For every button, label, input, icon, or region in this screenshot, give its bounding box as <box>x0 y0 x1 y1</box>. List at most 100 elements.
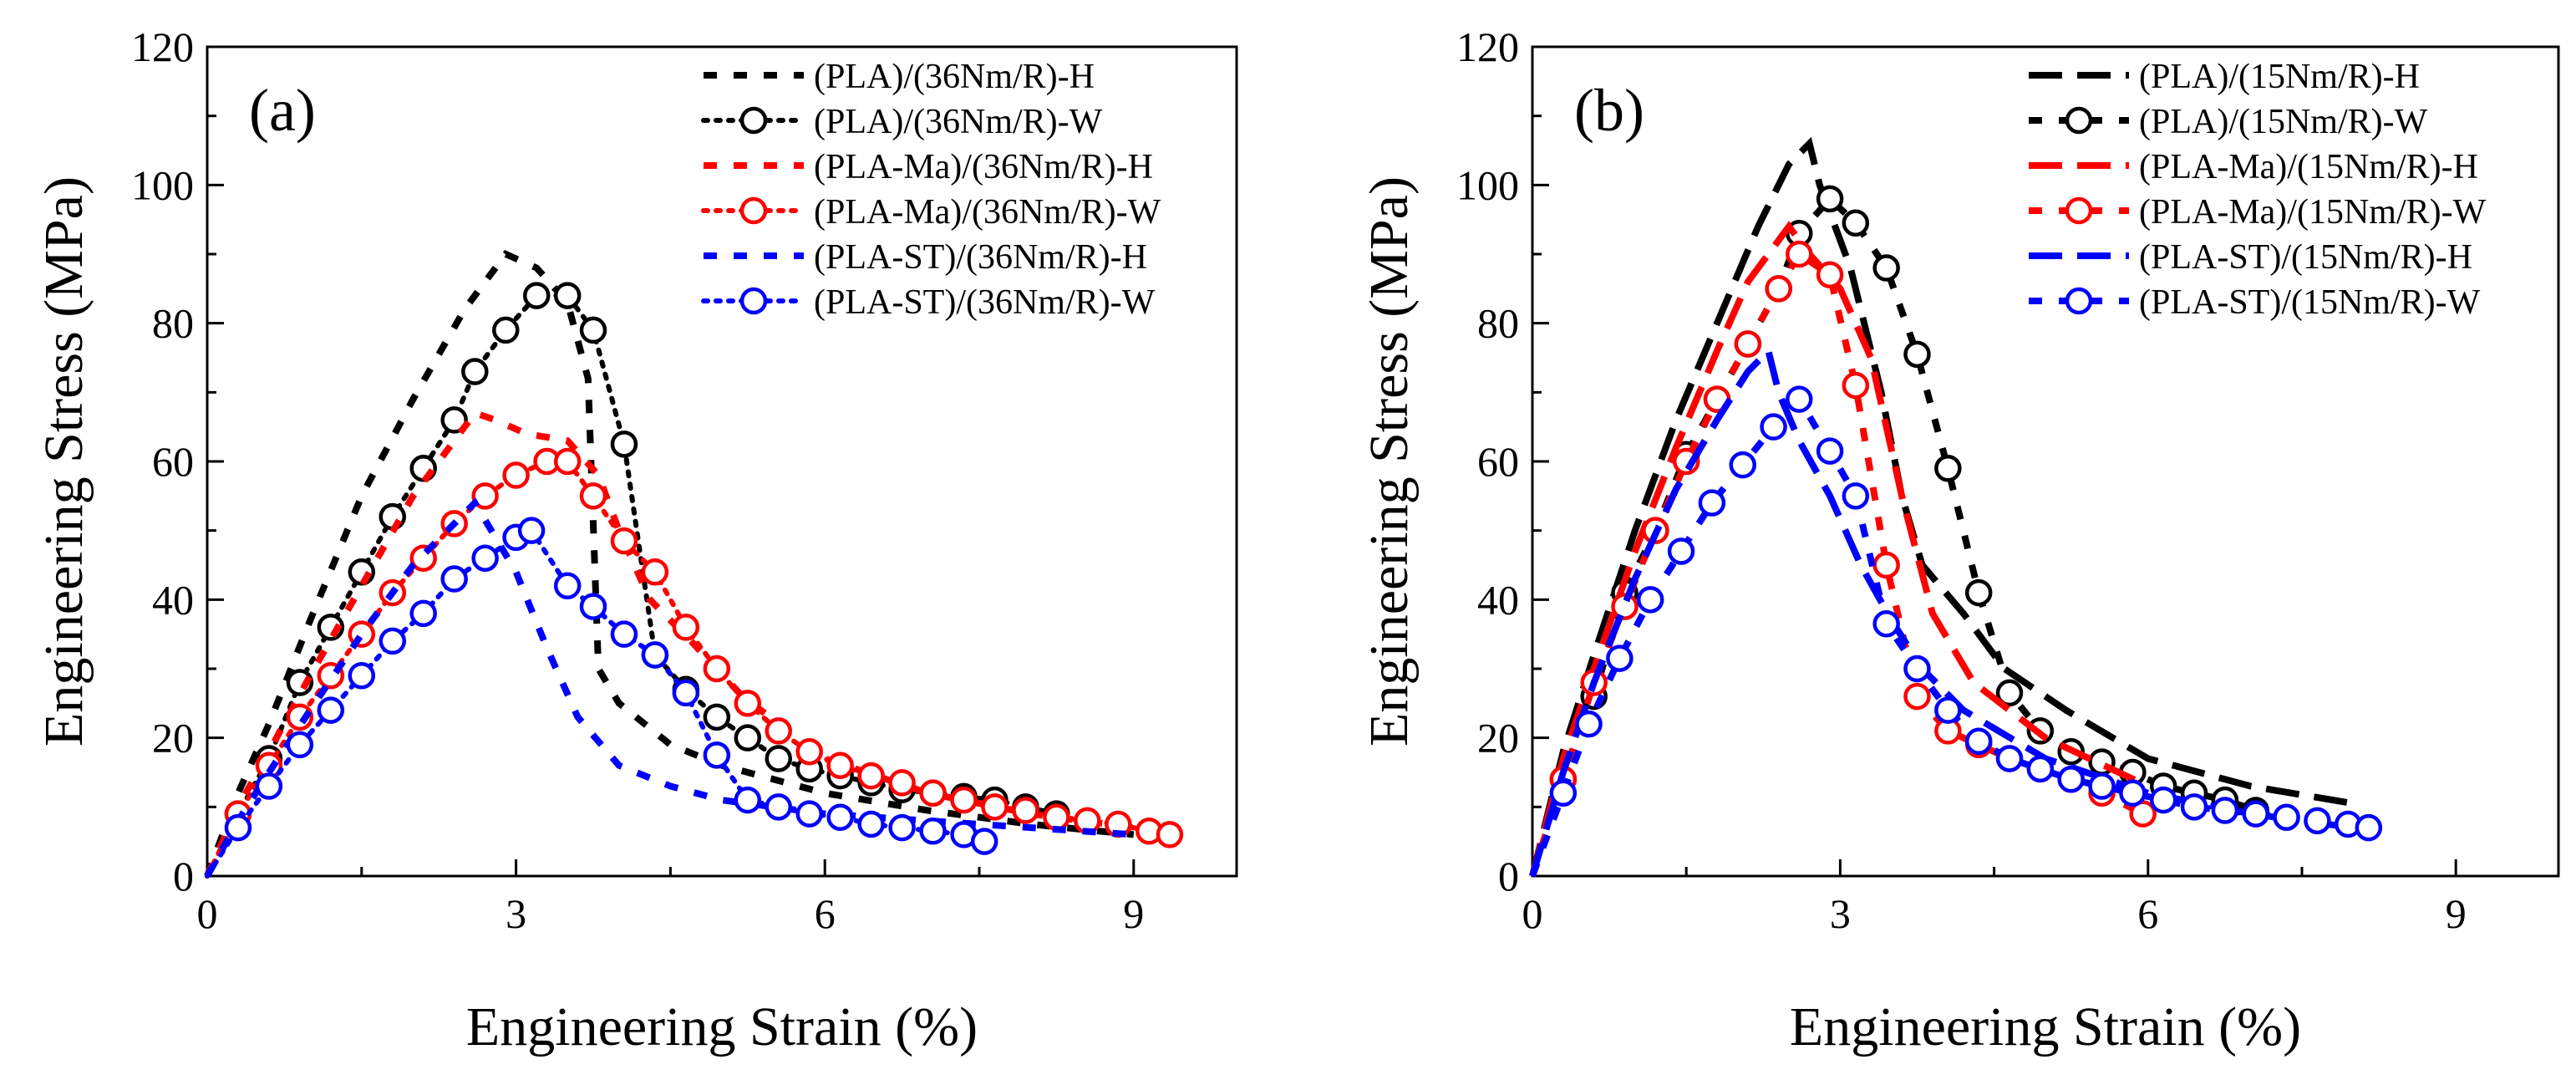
legend-label: (PLA-Ma)/(15Nm/R)-H <box>2139 148 2478 186</box>
legend-label: (PLA-Ma)/(15Nm/R)-W <box>2139 193 2487 232</box>
series-point <box>610 430 638 458</box>
series-point <box>1964 727 1993 756</box>
x-tick-label: 3 <box>1830 890 1851 937</box>
series-point <box>286 731 314 759</box>
series-point <box>2211 797 2239 824</box>
x-axis-label: Engineering Strain (%) <box>1790 996 2301 1057</box>
y-axis-label: Engineering Stress (MPa) <box>33 176 94 746</box>
series-point <box>579 482 607 510</box>
y-axis-label: Engineering Stress (MPa) <box>1359 176 1420 746</box>
series-point <box>734 690 762 717</box>
y-tick-label: 60 <box>152 438 194 485</box>
legend-label: (PLA-ST)/(36Nm/R)-W <box>814 283 1156 322</box>
series-point <box>703 741 731 769</box>
series-point <box>1606 644 1633 672</box>
legend-marker <box>739 196 768 225</box>
y-tick-label: 100 <box>1456 161 1519 208</box>
series-point <box>1995 679 2024 707</box>
series-point <box>888 813 916 842</box>
series-point <box>1903 655 1931 683</box>
series-point <box>471 482 499 510</box>
series-point <box>553 572 582 600</box>
series-point <box>1842 209 1870 237</box>
series-point <box>1156 821 1184 848</box>
series-point <box>795 800 823 828</box>
series-point <box>379 502 407 531</box>
series-point <box>1786 385 1813 413</box>
series-point <box>950 786 978 814</box>
x-tick-label: 6 <box>2137 890 2158 937</box>
y-tick-label: 120 <box>131 23 194 70</box>
y-tick-label: 40 <box>1477 576 1519 623</box>
y-tick-label: 0 <box>1498 853 1519 899</box>
series-point <box>1934 455 1962 482</box>
legend-label: (PLA-ST)/(15Nm/R)-H <box>2139 238 2472 277</box>
y-tick-label: 60 <box>1477 438 1519 485</box>
series-point <box>734 724 762 751</box>
series-point <box>440 406 468 434</box>
series-point <box>1012 797 1039 824</box>
series-point <box>1842 371 1870 400</box>
series-point <box>2242 800 2269 828</box>
series-point <box>492 316 520 344</box>
series-point <box>1934 696 1962 724</box>
series-point <box>1636 586 1664 614</box>
series-point <box>522 282 551 309</box>
y-tick-label: 80 <box>1477 300 1519 347</box>
series-point <box>379 627 407 655</box>
y-tick-label: 0 <box>173 853 194 899</box>
series-point <box>919 779 947 807</box>
series-point <box>2119 779 2147 807</box>
series-point <box>1964 578 1993 607</box>
legend-label: (PLA)/(36Nm/R)-H <box>814 58 1095 96</box>
series-line <box>1529 249 2145 878</box>
series-point <box>1043 803 1070 831</box>
y-tick-label: 100 <box>131 161 194 208</box>
x-tick-label: 6 <box>815 890 836 937</box>
series-point <box>579 593 607 620</box>
series-point <box>1667 537 1695 565</box>
series-point <box>1872 254 1900 282</box>
panel-a: 0 3 6 9 0 20 40 60 80 100 120 Engineering Strain (%… <box>33 23 1238 1057</box>
series-point <box>672 614 700 641</box>
series-point <box>1575 710 1603 738</box>
series-point <box>2088 772 2116 800</box>
series-point <box>255 772 283 800</box>
legend-label: (PLA-ST)/(15Nm/R)-W <box>2139 283 2481 322</box>
series-point <box>1786 240 1813 268</box>
legend-label: (PLA)/(15Nm/R)-H <box>2139 58 2420 96</box>
x-tick-label: 0 <box>1522 890 1543 937</box>
series-point <box>440 565 468 593</box>
series-point <box>2129 800 2157 828</box>
series-point <box>826 803 854 831</box>
series-point <box>703 703 731 731</box>
series-point <box>888 769 916 797</box>
series-point <box>348 662 376 690</box>
series-point <box>765 717 793 745</box>
series-point <box>224 813 252 842</box>
series-point <box>471 544 499 572</box>
legend-marker <box>2065 196 2093 225</box>
series-point <box>734 786 762 814</box>
series-point <box>2304 807 2331 835</box>
series-point <box>409 599 437 628</box>
series-point <box>1842 482 1870 510</box>
series-point <box>1760 413 1787 441</box>
series-point <box>1611 593 1639 620</box>
series-point <box>2026 755 2055 783</box>
series-point <box>1698 489 1726 517</box>
series-point <box>1816 437 1844 465</box>
y-tick-label: 40 <box>152 576 194 623</box>
series-point <box>641 641 669 669</box>
legend-marker <box>2065 106 2093 135</box>
series-point <box>826 751 854 779</box>
x-tick-label: 9 <box>1123 890 1144 937</box>
series-point <box>1995 745 2024 772</box>
series-point <box>857 762 885 790</box>
y-tick-label: 20 <box>1477 715 1519 762</box>
series-point <box>703 655 731 683</box>
series-point <box>857 810 885 838</box>
panel-label: (b) <box>1574 77 1644 144</box>
legend-label: (PLA-Ma)/(36Nm/R)-W <box>814 193 1161 232</box>
series-point <box>2149 786 2177 814</box>
